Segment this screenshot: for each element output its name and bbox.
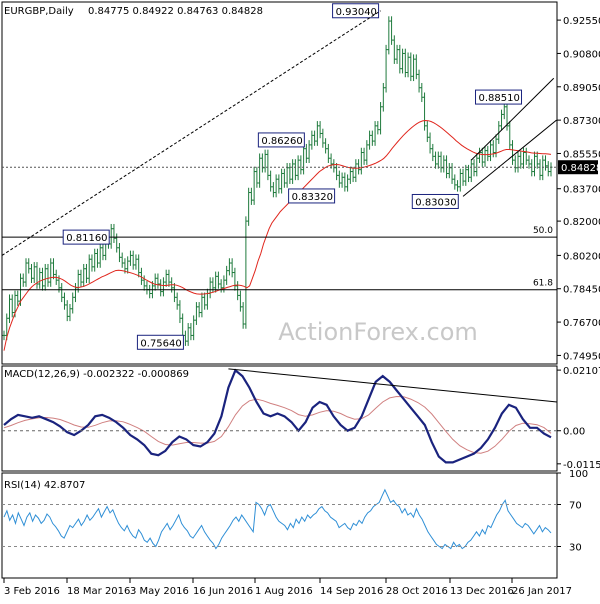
macd-main-line bbox=[3, 368, 552, 464]
moving-average-line bbox=[3, 119, 552, 351]
dashed-trend-line bbox=[1, 10, 381, 256]
ohlc-readout: 0.84775 0.84922 0.84763 0.84828 bbox=[88, 6, 263, 17]
price-annotation-box bbox=[332, 3, 380, 19]
price-annotation-box bbox=[257, 132, 305, 148]
last-price-box bbox=[558, 160, 598, 175]
macd-title: MACD(12,26,9) -0.002322 -0.000869 bbox=[4, 369, 189, 380]
x-axis-tick-label: 18 Mar 2016 bbox=[67, 586, 130, 597]
channel-upper-line bbox=[470, 77, 555, 161]
last-price-label: 0.84828 bbox=[561, 163, 600, 174]
x-axis-tick-label: 28 Oct 2016 bbox=[386, 586, 448, 597]
x-axis-tick-label: 3 Feb 2016 bbox=[4, 586, 60, 597]
macd-y-tick-label: 0.021074 bbox=[563, 366, 600, 377]
price-annotation-box bbox=[136, 334, 184, 350]
price-annotation-box bbox=[411, 193, 459, 209]
macd-signal-line bbox=[3, 395, 552, 454]
rsi-title: RSI(14) 42.8707 bbox=[4, 480, 85, 491]
x-axis-tick-label: 14 Sep 2016 bbox=[320, 586, 383, 597]
macd-panel-frame bbox=[1, 365, 558, 472]
price-annotation-box bbox=[288, 188, 336, 204]
price-annotation-label: 0.83320 bbox=[292, 192, 333, 203]
price-annotation-label: 0.86260 bbox=[261, 136, 302, 147]
chart-title: EURGBP,Daily bbox=[4, 6, 74, 17]
macd-y-tick-label: 0.00 bbox=[563, 427, 585, 438]
rsi-y-tick-label: 30 bbox=[569, 543, 582, 554]
price-annotation-box bbox=[475, 89, 523, 105]
macd-y-tick-label: -0.011507 bbox=[563, 460, 600, 471]
x-axis-tick-label: 26 Jan 2017 bbox=[512, 586, 572, 597]
price-annotation-label: 0.88510 bbox=[479, 93, 520, 104]
x-axis-tick-label: 16 Jun 2016 bbox=[193, 586, 253, 597]
fib-level-label: 61.8 bbox=[533, 279, 553, 289]
price-y-tick-label: 0.74950 bbox=[563, 351, 600, 362]
x-axis-tick-label: 1 Aug 2016 bbox=[255, 586, 313, 597]
rsi-y-tick-label: 100 bbox=[569, 469, 588, 480]
fib-level-label: 50.0 bbox=[533, 226, 553, 236]
rsi-panel-frame bbox=[1, 472, 558, 579]
channel-lower-line bbox=[462, 119, 557, 197]
rsi-y-tick-label: 70 bbox=[569, 501, 582, 512]
price-panel-frame bbox=[1, 1, 558, 365]
price-annotation-label: 0.75640 bbox=[140, 338, 181, 349]
price-annotation-box bbox=[62, 229, 110, 245]
x-axis-tick-label: 3 May 2016 bbox=[130, 586, 189, 597]
rsi-line bbox=[3, 488, 552, 550]
macd-trend-line bbox=[228, 368, 558, 403]
price-annotation-label: 0.83030 bbox=[415, 197, 456, 208]
price-annotation-label: 0.93040 bbox=[336, 7, 377, 18]
price-annotation-label: 0.81160 bbox=[66, 233, 107, 244]
watermark: ActionForex.com bbox=[278, 318, 478, 346]
x-axis-tick-label: 13 Dec 2016 bbox=[450, 586, 514, 597]
